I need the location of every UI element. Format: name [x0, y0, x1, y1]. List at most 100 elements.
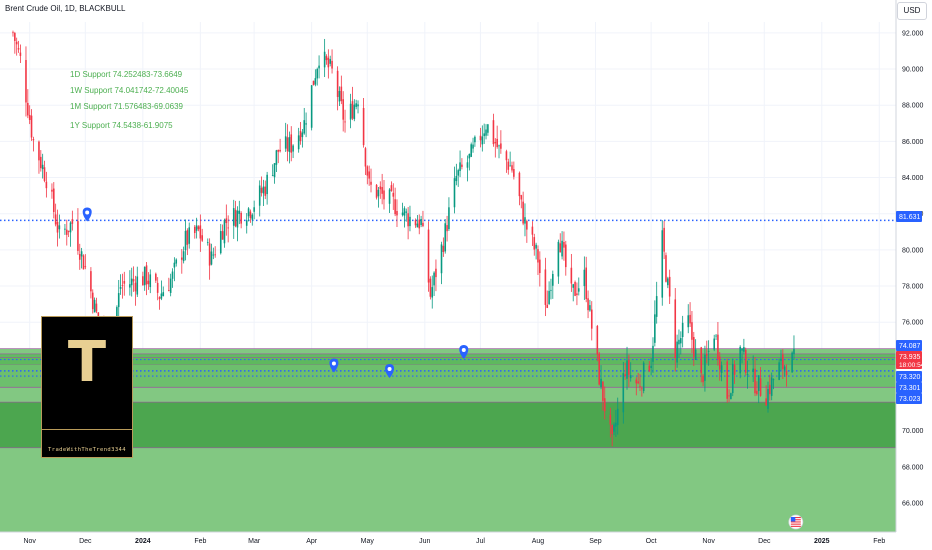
candle-body — [733, 364, 736, 375]
time-tick-label: Jul — [476, 538, 485, 545]
candle-body — [312, 80, 315, 86]
candle-body — [539, 259, 541, 273]
candle-body — [32, 139, 35, 141]
candle-body — [40, 156, 42, 169]
candle-body — [616, 408, 619, 426]
flag-stripe — [790, 517, 801, 519]
candle-body — [661, 230, 664, 298]
candle-body — [681, 322, 684, 338]
candle-body — [743, 347, 745, 352]
pin-dot — [85, 210, 90, 215]
candle-body — [327, 57, 330, 68]
candle-body — [576, 293, 578, 296]
candle-body — [383, 190, 385, 200]
candle-body — [277, 149, 280, 152]
candle-body — [219, 231, 222, 254]
currency-button[interactable]: USD — [897, 2, 927, 20]
candle-body — [494, 142, 497, 144]
candle-body — [197, 226, 200, 230]
candle-body — [260, 187, 263, 193]
logo-letter: T — [67, 330, 107, 395]
time-tick-label: Feb — [194, 538, 206, 545]
candle-body — [731, 363, 734, 394]
candle-body — [299, 131, 302, 142]
price-axis-label: 18:00:54 — [896, 360, 925, 369]
candle-body — [78, 254, 81, 260]
candle-body — [45, 181, 48, 189]
price-label-text: 74.087 — [899, 343, 921, 350]
candle-body — [531, 226, 534, 235]
candle-body — [210, 251, 213, 265]
candle-body — [526, 221, 528, 230]
candle-body — [392, 192, 395, 197]
price-axis-label: 73.935 — [896, 351, 922, 362]
candle-body — [442, 245, 445, 253]
price-label-bg — [896, 371, 922, 382]
support-annotation: 1M Support 71.576483-69.0639 — [70, 102, 184, 111]
candle-body — [394, 199, 396, 215]
price-axis-label: 73.301 — [896, 382, 922, 393]
candle-body — [609, 414, 612, 425]
candle-body — [577, 288, 580, 292]
event-marker-pin[interactable] — [385, 363, 395, 378]
candle-body — [180, 257, 183, 260]
candle-body — [470, 144, 472, 157]
candle-body — [726, 361, 728, 399]
candle-body — [481, 136, 484, 145]
candle-body — [95, 303, 98, 312]
candle-body — [390, 185, 393, 191]
candle-body — [587, 298, 589, 311]
flag-stripe — [790, 521, 801, 523]
candle-body — [770, 377, 773, 396]
candle-body — [537, 249, 539, 263]
event-flag-icon[interactable] — [788, 514, 804, 530]
pin-dot — [387, 366, 392, 371]
candle-body — [329, 59, 332, 64]
candle-body — [767, 388, 769, 409]
candle-body — [407, 213, 409, 227]
candle-body — [93, 299, 96, 313]
candle-body — [590, 309, 593, 329]
candle-body — [12, 32, 14, 34]
candle-body — [132, 279, 135, 282]
candle-body — [783, 366, 786, 371]
candle-body — [58, 225, 61, 230]
candle-body — [613, 424, 615, 432]
candle-body — [201, 235, 204, 241]
candle-body — [533, 237, 536, 250]
candle-body — [266, 174, 268, 195]
candle-body — [27, 102, 29, 116]
event-marker-pin[interactable] — [459, 344, 469, 359]
candle-body — [288, 137, 291, 152]
price-tick-label: 80.000 — [902, 247, 924, 254]
event-marker-pin[interactable] — [329, 358, 339, 373]
candle-body — [84, 266, 87, 268]
candle-body — [212, 254, 215, 256]
candle-body — [253, 207, 255, 212]
candle-body — [772, 379, 775, 381]
candle-body — [208, 243, 211, 266]
candle-body — [362, 107, 365, 146]
pin-dot — [461, 347, 466, 352]
candle-body — [498, 145, 500, 147]
candle-body — [158, 297, 161, 300]
candle-body — [570, 267, 573, 284]
candle-body — [728, 395, 730, 397]
candle-body — [199, 225, 202, 239]
candle-body — [572, 284, 575, 288]
event-marker-pin[interactable] — [82, 207, 92, 222]
candle-body — [492, 120, 495, 145]
candle-body — [14, 33, 16, 41]
candle-body — [674, 299, 677, 358]
price-tick-label: 84.000 — [902, 175, 924, 182]
candle-body — [310, 85, 313, 128]
candle-body — [381, 187, 383, 194]
candle-body — [160, 293, 163, 299]
candle-body — [429, 278, 432, 297]
candle-body — [186, 230, 189, 245]
candle-body — [56, 222, 59, 233]
candle-body — [756, 390, 758, 395]
time-tick-label: Dec — [79, 538, 92, 545]
candle-body — [746, 374, 749, 375]
